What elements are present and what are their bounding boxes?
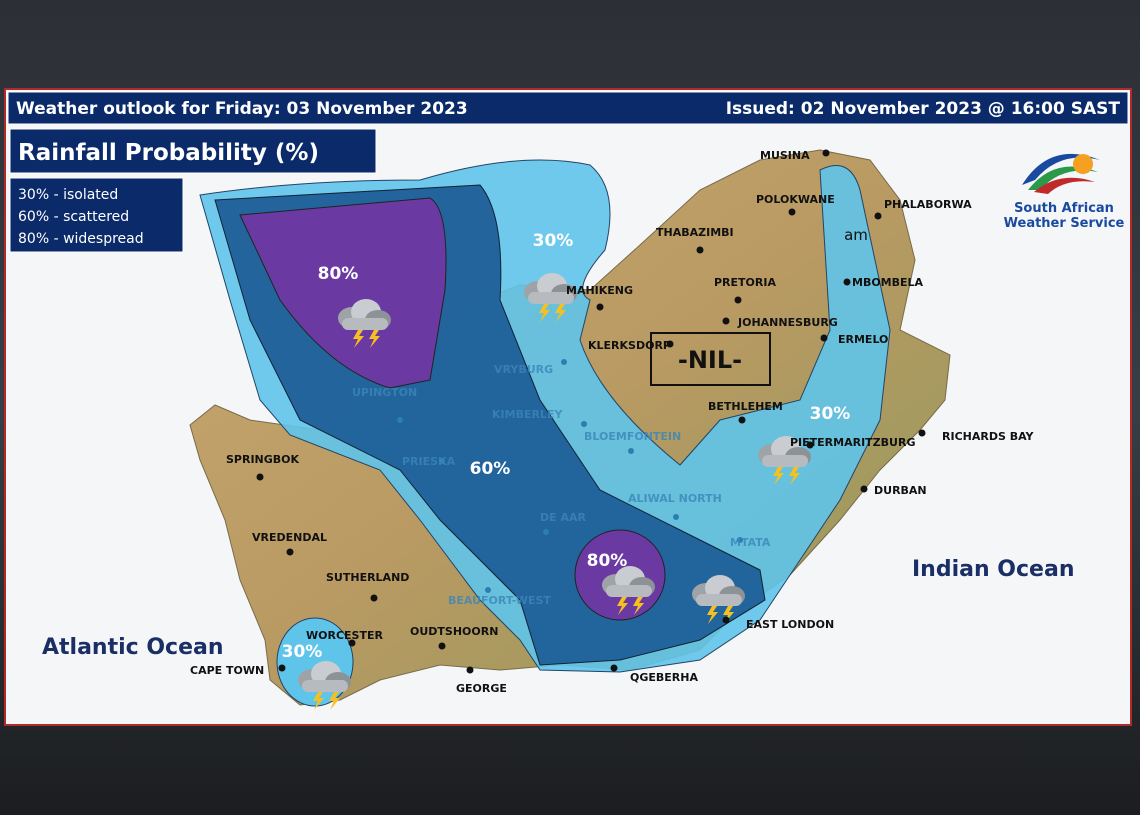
- city-label: WORCESTER: [306, 629, 383, 642]
- city-dot: [806, 441, 814, 449]
- city-dot: [722, 616, 730, 624]
- logo: [1022, 153, 1100, 194]
- city-dot: [738, 416, 746, 424]
- city-label-faded: MTATA: [730, 536, 771, 549]
- city-labels: MUSINA POLOKWANE PHALABORWA THABAZIMBI PRETO…: [190, 149, 1035, 695]
- city-dot: [610, 664, 618, 672]
- city-label-faded: UPINGTON: [352, 386, 417, 399]
- zone-label: 80%: [587, 551, 628, 571]
- logo-text: Weather Service: [1004, 216, 1125, 231]
- city-label: MBOMBELA: [852, 276, 924, 289]
- city-dot: [348, 639, 356, 647]
- zone-label: 30%: [810, 404, 851, 424]
- header-title: Weather outlook for Friday: 03 November …: [16, 99, 468, 119]
- city-dot: [278, 664, 286, 672]
- city-dot: [543, 529, 549, 535]
- ocean-label: Atlantic Ocean: [42, 635, 224, 660]
- city-dot: [286, 548, 294, 556]
- city-label: MAHIKENG: [566, 284, 633, 297]
- zone-label: 30%: [282, 642, 323, 662]
- city-label-faded: KIMBERLEY: [492, 408, 563, 421]
- city-dot: [737, 537, 743, 543]
- city-dot: [596, 303, 604, 311]
- city-dot: [843, 278, 851, 286]
- city-label: SUTHERLAND: [326, 571, 409, 584]
- city-label-faded: PRIESKA: [402, 455, 456, 468]
- city-dot: [696, 246, 704, 254]
- nil-label: -NIL-: [678, 346, 742, 374]
- city-dot: [860, 485, 868, 493]
- city-dot: [438, 642, 446, 650]
- city-dot: [874, 212, 882, 220]
- city-label: JOHANNESBURG: [737, 316, 838, 329]
- city-label: BETHLEHEM: [708, 400, 783, 413]
- city-dot: [561, 359, 567, 365]
- legend-item: 60% - scattered: [18, 209, 129, 225]
- header-bar: [7, 91, 1129, 125]
- zone-80: [239, 197, 447, 389]
- zone-label: 60%: [470, 459, 511, 479]
- overlay-text: am: [844, 226, 868, 244]
- city-label: PRETORIA: [714, 276, 776, 289]
- logo-text: South African: [1014, 201, 1114, 216]
- city-dot: [628, 448, 634, 454]
- city-dot: [397, 417, 403, 423]
- city-dot: [466, 666, 474, 674]
- city-dot: [918, 429, 926, 437]
- city-dot: [722, 317, 730, 325]
- city-label: VREDENDAL: [252, 531, 327, 544]
- city-label: DURBAN: [874, 484, 927, 497]
- legend-item: 30% - isolated: [18, 187, 118, 203]
- city-label: ERMELO: [838, 333, 888, 346]
- city-label: GEORGE: [456, 682, 507, 695]
- city-dot: [439, 458, 445, 464]
- panel-title: Rainfall Probability (%): [18, 140, 319, 166]
- city-label: CAPE TOWN: [190, 664, 264, 677]
- city-label-faded: DE AAR: [540, 511, 587, 524]
- city-label-faded: VRYBURG: [494, 363, 553, 376]
- city-label: MUSINA: [760, 149, 810, 162]
- city-label: POLOKWANE: [756, 193, 835, 206]
- ocean-label: Indian Ocean: [912, 557, 1074, 582]
- city-dot: [256, 473, 264, 481]
- city-label: THABAZIMBI: [656, 226, 734, 239]
- city-label: EAST LONDON: [746, 618, 834, 631]
- city-dot: [788, 208, 796, 216]
- nil-box: [650, 332, 771, 386]
- city-dot: [370, 594, 378, 602]
- city-dot: [485, 587, 491, 593]
- city-label-faded: BEAUFORT-WEST: [448, 594, 551, 607]
- legend-item: 80% - widespread: [18, 231, 144, 247]
- city-label: PHALABORWA: [884, 198, 972, 211]
- city-label: PIETERMARITZBURG: [790, 436, 915, 449]
- panel-title-box: [9, 128, 377, 174]
- city-label: KLERKSDORP: [588, 339, 671, 352]
- city-label: OUDTSHOORN: [410, 625, 498, 638]
- city-label: SPRINGBOK: [226, 453, 300, 466]
- zone-label: 80%: [318, 264, 359, 284]
- city-dot: [734, 296, 742, 304]
- city-label-faded: BLOEMFONTEIN: [584, 430, 681, 443]
- city-dot: [673, 514, 679, 520]
- city-dot: [820, 334, 828, 342]
- issued-date: Issued: 02 November 2023 @ 16:00 SAST: [726, 99, 1121, 119]
- city-dot: [822, 149, 830, 157]
- city-label: RICHARDS BAY: [942, 430, 1035, 443]
- city-dot: [666, 340, 674, 348]
- zone-label: 30%: [533, 231, 574, 251]
- legend-box: [9, 177, 184, 253]
- city-label: QGEBERHA: [630, 671, 698, 684]
- city-label-faded: ALIWAL NORTH: [628, 492, 722, 505]
- city-dot: [581, 421, 587, 427]
